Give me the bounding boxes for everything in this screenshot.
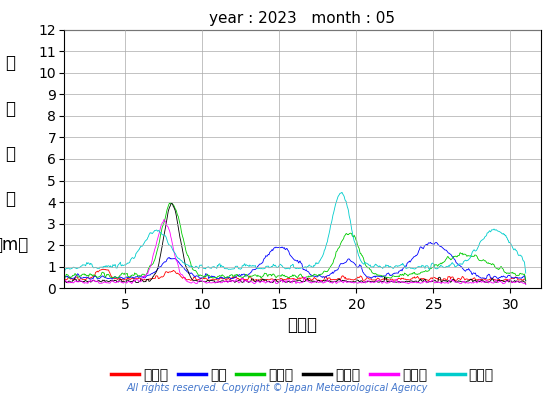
Text: 有: 有 bbox=[5, 54, 15, 72]
Text: 波: 波 bbox=[5, 145, 15, 163]
Text: 高: 高 bbox=[5, 190, 15, 209]
Legend: 上ノ国, 唐桑, 石廀崎, 経ヶ岸, 生月島, 屋久島: 上ノ国, 唐桑, 石廀崎, 経ヶ岸, 生月島, 屋久島 bbox=[105, 362, 499, 387]
Text: （m）: （m） bbox=[0, 236, 28, 254]
Text: All rights reserved. Copyright © Japan Meteorological Agency: All rights reserved. Copyright © Japan M… bbox=[127, 383, 428, 393]
Title: year : 2023   month : 05: year : 2023 month : 05 bbox=[209, 11, 396, 26]
X-axis label: （日）: （日） bbox=[287, 316, 317, 334]
Text: 義: 義 bbox=[5, 100, 15, 118]
